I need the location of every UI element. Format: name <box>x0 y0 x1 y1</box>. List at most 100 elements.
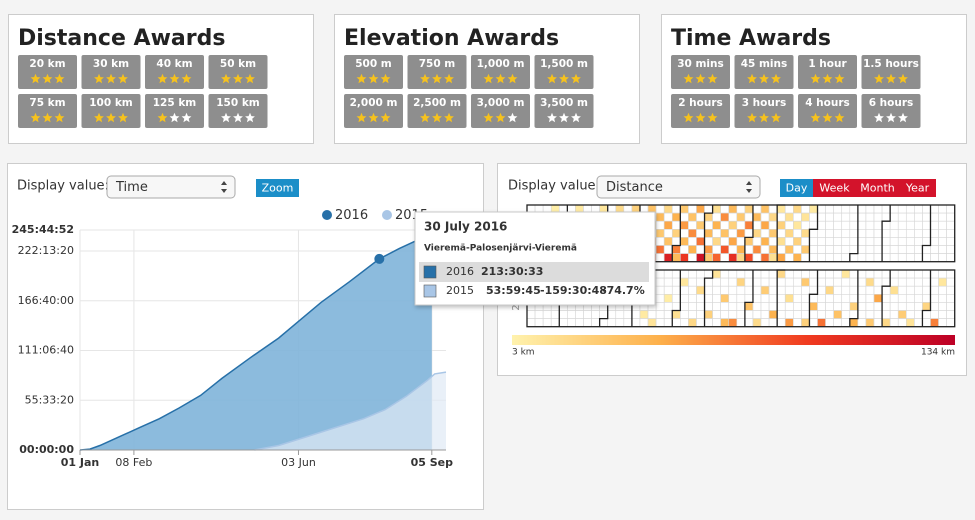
empty-cell <box>857 212 867 222</box>
tooltip-swatch <box>423 284 437 298</box>
empty-cell <box>671 277 681 287</box>
empty-cell <box>655 204 665 214</box>
empty-cell <box>905 245 915 254</box>
day-cell <box>712 253 721 263</box>
day-cell <box>897 310 907 319</box>
empty-cell <box>591 310 600 319</box>
empty-cell <box>914 310 923 319</box>
star <box>483 73 494 84</box>
day-cell <box>688 212 697 222</box>
display-select[interactable] <box>596 175 761 199</box>
empty-cell <box>938 285 947 295</box>
empty-cell <box>897 302 907 311</box>
empty-cell <box>905 302 915 311</box>
day-cell <box>736 277 746 287</box>
empty-cell <box>922 310 931 319</box>
period-button[interactable] <box>899 179 936 197</box>
day-cell <box>680 204 689 214</box>
star <box>834 112 845 123</box>
day-cell <box>728 204 738 214</box>
tooltip-diff: -159:30:48 <box>540 284 607 297</box>
x-tick-label: 05 Sep <box>411 456 454 469</box>
empty-cell <box>938 302 947 311</box>
empty-cell <box>881 220 891 230</box>
empty-cell <box>655 285 665 295</box>
empty-cell <box>833 204 843 214</box>
empty-cell <box>881 310 891 319</box>
empty-cell <box>784 220 794 230</box>
empty-cell <box>752 277 762 287</box>
empty-cell <box>889 204 899 214</box>
empty-cell <box>736 237 746 246</box>
period-button[interactable] <box>813 179 856 197</box>
badge-label: 30 mins <box>677 58 724 70</box>
star <box>94 112 104 123</box>
day-cell <box>680 253 689 263</box>
star <box>380 73 391 84</box>
day-cell <box>793 237 802 246</box>
empty-cell <box>728 269 738 279</box>
star <box>118 73 128 84</box>
empty-cell <box>946 245 956 254</box>
day-cell <box>841 269 851 279</box>
empty-cell <box>873 220 883 230</box>
empty-cell <box>591 318 600 328</box>
empty-cell <box>881 285 891 295</box>
empty-cell <box>704 269 713 279</box>
empty-cell <box>857 253 867 263</box>
day-cell <box>736 229 746 238</box>
empty-cell <box>857 318 867 328</box>
empty-cell <box>793 229 802 238</box>
star <box>695 112 706 123</box>
empty-cell <box>793 269 802 279</box>
empty-cell <box>873 310 883 319</box>
empty-cell <box>663 318 673 328</box>
day-cell <box>752 212 762 222</box>
badge-label: 1.5 hours <box>863 58 919 70</box>
period-button[interactable] <box>780 179 813 197</box>
zoom-button[interactable] <box>256 179 299 197</box>
empty-cell <box>784 237 794 246</box>
empty-cell <box>768 269 778 279</box>
period-button[interactable] <box>856 179 899 197</box>
day-cell <box>849 318 859 328</box>
empty-cell <box>938 220 947 230</box>
day-cell <box>696 220 705 230</box>
empty-cell <box>712 293 721 303</box>
star <box>245 112 255 123</box>
badge-label: 1,000 m <box>477 58 525 70</box>
empty-cell <box>905 237 915 246</box>
empty-cell <box>776 293 786 303</box>
empty-cell <box>841 318 851 328</box>
star <box>420 112 430 123</box>
empty-cell <box>881 253 891 263</box>
empty-cell <box>841 253 851 263</box>
empty-cell <box>663 302 673 311</box>
star <box>106 112 116 123</box>
empty-cell <box>849 237 859 246</box>
badge-label: 75 km <box>29 97 65 109</box>
star <box>507 73 518 84</box>
empty-cell <box>889 310 899 319</box>
x-tick-label: 01 Jan <box>61 456 99 469</box>
award-badge <box>861 55 921 89</box>
empty-cell <box>922 212 931 222</box>
badge-label: 1,500 m <box>540 58 588 70</box>
empty-cell <box>736 318 746 328</box>
day-cell <box>688 318 697 328</box>
empty-cell <box>930 245 939 254</box>
empty-cell <box>897 212 907 222</box>
empty-cell <box>946 237 956 246</box>
empty-cell <box>720 310 730 319</box>
empty-cell <box>889 277 899 287</box>
star <box>495 112 506 123</box>
display-select[interactable] <box>106 175 236 199</box>
badge-label: 3 hours <box>742 97 787 109</box>
empty-cell <box>889 293 899 303</box>
day-cell <box>704 229 713 238</box>
month-border <box>881 270 891 327</box>
award-badge <box>534 94 594 128</box>
award-badge <box>861 94 921 128</box>
day-cell <box>704 253 713 263</box>
award-badge <box>344 55 403 89</box>
